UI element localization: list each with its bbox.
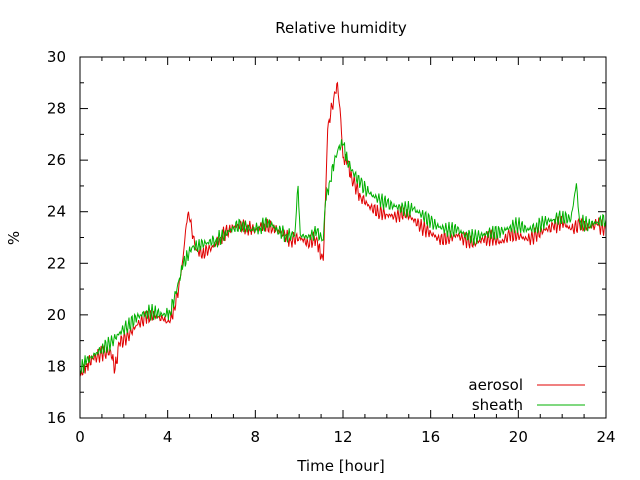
y-tick-label: 24 bbox=[47, 203, 66, 221]
plot-area bbox=[79, 81, 607, 377]
x-tick-label: 12 bbox=[333, 428, 352, 446]
x-tick-label: 4 bbox=[163, 428, 173, 446]
y-axis-label: % bbox=[5, 231, 23, 245]
y-tick-label: 16 bbox=[47, 409, 66, 427]
x-tick-label: 24 bbox=[596, 428, 615, 446]
legend: aerosol sheath bbox=[468, 376, 585, 414]
x-tick-label: 8 bbox=[251, 428, 261, 446]
chart-title: Relative humidity bbox=[275, 19, 407, 37]
y-tick-label: 26 bbox=[47, 151, 66, 169]
legend-label-aerosol: aerosol bbox=[468, 376, 523, 394]
y-tick-label: 20 bbox=[47, 306, 66, 324]
plot-frame bbox=[79, 56, 607, 419]
axis-ticks: 0 4 8 12 16 20 24 16 18 20 22 24 26 28 30 bbox=[47, 48, 616, 446]
x-tick-label: 16 bbox=[421, 428, 440, 446]
y-tick-label: 22 bbox=[47, 254, 66, 272]
y-tick-label: 28 bbox=[47, 100, 66, 118]
legend-label-sheath: sheath bbox=[472, 396, 523, 414]
x-tick-label: 0 bbox=[75, 428, 85, 446]
x-axis-label: Time [hour] bbox=[296, 457, 385, 475]
y-tick-label: 18 bbox=[47, 357, 66, 375]
series-line-aerosol bbox=[79, 81, 607, 377]
x-tick-label: 20 bbox=[509, 428, 528, 446]
series-line-sheath bbox=[79, 139, 607, 374]
y-tick-label: 30 bbox=[47, 48, 66, 66]
